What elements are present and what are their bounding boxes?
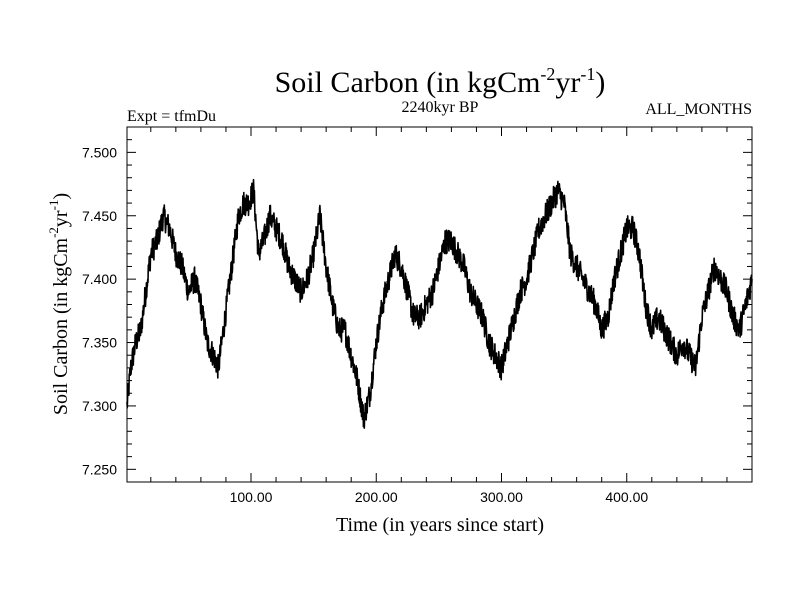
months-label: ALL_MONTHS [645, 101, 752, 118]
y-axis-ticks [127, 126, 752, 470]
period-label: 2240kyr BP [402, 99, 479, 116]
x-tick-label: 200.00 [355, 489, 398, 505]
x-axis-ticks [150, 127, 728, 482]
x-tick-label: 300.00 [480, 489, 523, 505]
y-tick-label: 7.250 [82, 461, 117, 477]
series-line-soil-carbon [126, 178, 753, 429]
x-tick-label: 100.00 [230, 489, 273, 505]
y-axis-label: Soil Carbon (in kgCm-2yr-1) [46, 193, 72, 415]
y-tick-label: 7.400 [82, 271, 117, 287]
x-axis-tick-labels: 100.00 200.00 300.00 400.00 [230, 489, 649, 505]
chart-title: Soil Carbon (in kgCm-2yr-1) [275, 64, 606, 99]
y-tick-label: 7.500 [82, 144, 117, 160]
y-axis-tick-labels: 7.250 7.300 7.350 7.400 7.450 7.500 [82, 144, 117, 477]
x-tick-label: 400.00 [605, 489, 648, 505]
plot-frame [126, 126, 753, 483]
y-tick-label: 7.350 [82, 335, 117, 351]
x-axis-label: Time (in years since start) [336, 514, 544, 536]
experiment-label: Expt = tfmDu [127, 108, 216, 125]
y-tick-label: 7.450 [82, 208, 117, 224]
y-tick-label: 7.300 [82, 398, 117, 414]
